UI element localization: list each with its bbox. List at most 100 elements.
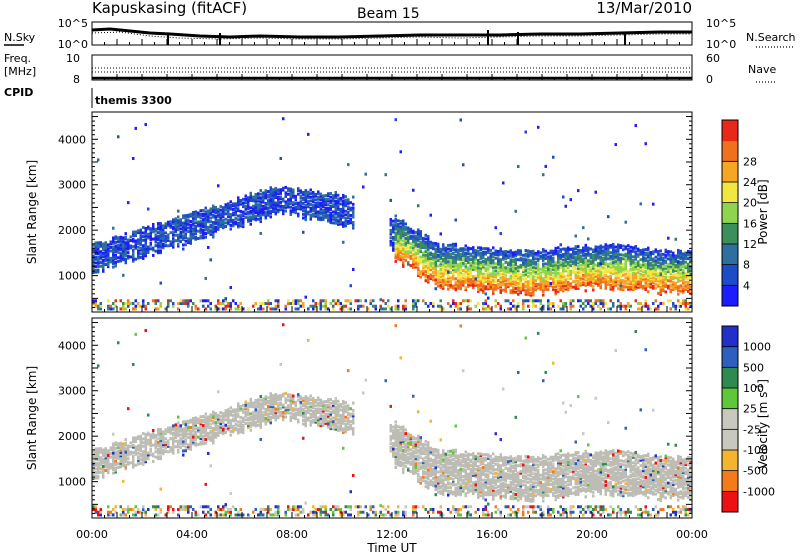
power-cell	[119, 243, 122, 247]
velocity-cell	[262, 406, 265, 410]
power-cell	[464, 251, 467, 255]
power-cell	[142, 304, 145, 308]
power-cell	[644, 264, 647, 268]
power-cell	[157, 245, 160, 249]
power-cell	[314, 212, 317, 216]
power-cell	[472, 249, 475, 253]
power-cell	[659, 249, 662, 253]
power-cell	[532, 262, 535, 266]
power-cell	[312, 214, 315, 218]
power-cell	[574, 270, 577, 274]
power-cell	[632, 249, 635, 253]
power-cell	[402, 255, 405, 259]
power-cell	[527, 249, 530, 253]
power-cell	[192, 212, 195, 216]
power-cell	[647, 262, 650, 266]
power-cell	[482, 252, 485, 256]
power-cell	[172, 220, 175, 224]
velocity-cell	[177, 439, 180, 443]
power-cell	[634, 261, 637, 265]
power-cell	[542, 173, 545, 177]
power-cell	[177, 237, 180, 241]
power-cell	[132, 156, 135, 160]
velocity-cell	[177, 443, 180, 447]
power-cell	[434, 247, 437, 251]
power-cell	[684, 287, 687, 291]
velocity-cell	[199, 415, 202, 419]
power-cell	[557, 253, 560, 257]
power-cell	[599, 259, 602, 263]
velocity-cell	[137, 457, 140, 461]
velocity-cell	[159, 444, 162, 448]
power-cell	[172, 304, 175, 308]
power-cell	[522, 259, 525, 263]
power-cell	[644, 269, 647, 273]
power-cell	[239, 198, 242, 202]
velocity-cell	[247, 416, 250, 420]
power-cell	[479, 271, 482, 275]
power-cell	[607, 248, 610, 252]
power-cell	[459, 281, 462, 285]
power-cell	[562, 254, 565, 258]
velocity-cell	[142, 461, 145, 465]
power-cell	[259, 201, 262, 205]
power-cell	[472, 257, 475, 261]
velocity-cell	[239, 513, 242, 517]
power-cell	[259, 205, 262, 209]
velocity-cell	[229, 424, 232, 428]
power-cell	[434, 263, 437, 267]
power-cell	[549, 307, 552, 311]
power-cell	[639, 283, 642, 287]
power-colorbar-swatch	[722, 244, 738, 266]
power-cell	[489, 256, 492, 260]
velocity-cell	[204, 421, 207, 425]
power-cell	[212, 206, 215, 210]
power-cell	[432, 304, 435, 308]
velocity-cell	[212, 428, 215, 432]
velocity-cell	[144, 432, 147, 436]
power-cell	[402, 243, 405, 247]
power-cell	[99, 253, 102, 257]
power-cell	[177, 209, 180, 213]
power-cell	[442, 274, 445, 278]
power-cell	[177, 220, 180, 224]
power-cell	[662, 271, 665, 275]
power-cell	[404, 240, 407, 244]
power-cell	[474, 265, 477, 269]
velocity-cell	[99, 513, 102, 517]
power-cell	[254, 211, 257, 215]
velocity-cell	[124, 443, 127, 447]
velocity-cell	[207, 419, 210, 423]
power-cell	[397, 299, 400, 303]
power-cell	[587, 261, 590, 265]
power-cell	[334, 190, 337, 194]
power-cell	[492, 255, 495, 259]
velocity-cell	[164, 450, 167, 454]
power-cell	[444, 259, 447, 263]
power-cell	[672, 269, 675, 273]
velocity-cell	[237, 406, 240, 410]
power-cell	[159, 229, 162, 233]
velocity-cell	[142, 452, 145, 456]
power-cell	[497, 271, 500, 275]
velocity-cell	[232, 424, 235, 428]
velocity-cell	[114, 463, 117, 467]
power-cell	[254, 198, 257, 202]
velocity-cell	[259, 405, 262, 409]
velocity-cell	[92, 473, 95, 477]
power-cell	[574, 259, 577, 263]
power-cell	[219, 307, 222, 311]
power-cell	[549, 260, 552, 264]
power-cell	[604, 277, 607, 281]
velocity-cell	[139, 441, 142, 445]
velocity-cell	[214, 510, 217, 514]
power-cell	[394, 250, 397, 254]
velocity-cell	[187, 508, 190, 511]
power-cell	[664, 284, 667, 288]
velocity-cell	[189, 433, 192, 437]
power-cell	[639, 202, 642, 206]
power-cell	[124, 246, 127, 250]
power-cell	[677, 272, 680, 276]
power-cell	[582, 270, 585, 274]
power-cell	[442, 286, 445, 290]
